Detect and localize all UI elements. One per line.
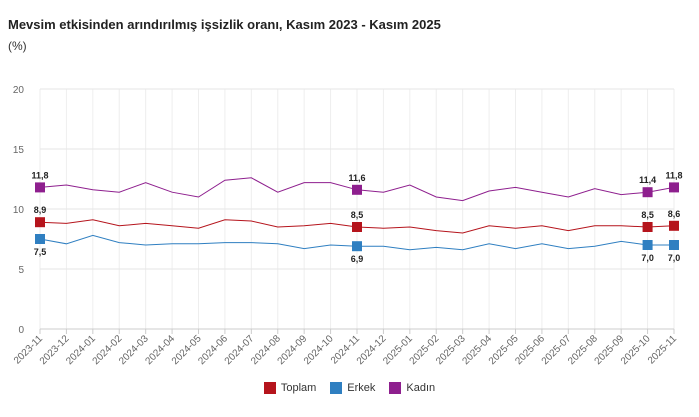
data-point-toplam — [35, 217, 45, 228]
data-point-erkek — [35, 234, 45, 244]
chart-subtitle: (%) — [8, 39, 27, 53]
legend-item-kadin[interactable]: Kadın — [389, 382, 435, 394]
data-label-toplam: 8,6 — [668, 209, 681, 219]
data-label-toplam: 8,5 — [351, 210, 364, 220]
data-label-erkek: 7,5 — [34, 247, 47, 257]
data-point-toplam — [669, 220, 679, 231]
legend-label-erkek: Erkek — [347, 382, 376, 394]
data-label-erkek: 7,0 — [641, 253, 654, 263]
legend-label-toplam: Toplam — [280, 382, 317, 394]
data-point-kadin — [669, 182, 679, 193]
data-label-erkek: 7,0 — [668, 253, 681, 263]
data-point-toplam — [352, 222, 362, 232]
chart-title: Mevsim etkisinden arındırılmış işsizlik … — [8, 17, 441, 32]
data-label-erkek: 6,9 — [351, 254, 364, 264]
data-label-toplam: 8,9 — [34, 205, 47, 215]
y-tick-label: 10 — [13, 205, 25, 216]
legend-label-kadin: Kadın — [406, 382, 436, 394]
chart-legend: Toplam Erkek Kadın — [0, 382, 699, 394]
legend-item-toplam[interactable]: Toplam — [263, 382, 317, 394]
data-point-kadin — [352, 184, 362, 195]
legend-swatch-toplam — [263, 382, 276, 394]
data-point-erkek — [642, 240, 653, 250]
x-tick-label: 2025-11 — [646, 333, 680, 367]
legend-swatch-erkek — [330, 382, 343, 394]
data-label-toplam: 8,5 — [641, 210, 654, 220]
y-tick-label: 15 — [13, 145, 25, 156]
legend-item-erkek[interactable]: Erkek — [330, 382, 375, 394]
data-label-kadin: 11,8 — [31, 170, 48, 180]
y-tick-label: 20 — [13, 85, 25, 96]
data-point-toplam — [642, 222, 653, 232]
data-point-kadin — [642, 187, 653, 198]
data-point-erkek — [669, 240, 679, 250]
data-label-kadin: 11,6 — [348, 173, 365, 183]
y-tick-label: 5 — [18, 265, 24, 276]
data-point-kadin — [35, 182, 45, 193]
data-label-kadin: 11,4 — [639, 175, 656, 185]
data-point-erkek — [352, 241, 362, 252]
data-label-kadin: 11,8 — [665, 170, 682, 180]
legend-swatch-kadin — [389, 382, 402, 394]
y-tick-label: 0 — [18, 325, 24, 336]
